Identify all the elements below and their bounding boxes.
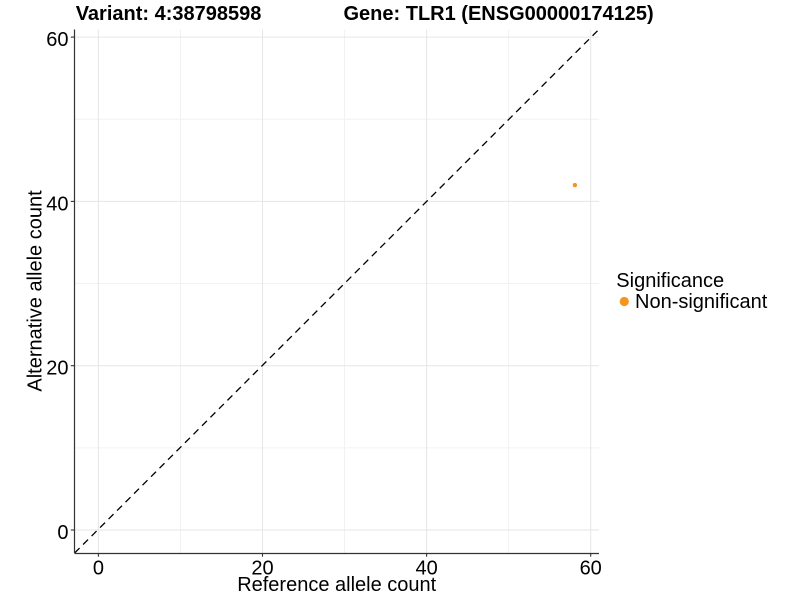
svg-text:Alternative allele count: Alternative allele count xyxy=(25,190,47,392)
svg-text:Variant: 4:38798598: Variant: 4:38798598 xyxy=(76,3,262,25)
svg-text:20: 20 xyxy=(46,358,68,380)
svg-text:Non-significant: Non-significant xyxy=(635,291,768,313)
svg-text:60: 60 xyxy=(46,29,68,51)
svg-text:20: 20 xyxy=(251,557,273,579)
svg-text:40: 40 xyxy=(46,193,68,215)
svg-text:Significance: Significance xyxy=(616,270,724,292)
svg-text:Reference allele count: Reference allele count xyxy=(237,574,436,596)
svg-text:0: 0 xyxy=(57,522,68,544)
svg-text:0: 0 xyxy=(93,557,104,579)
svg-text:60: 60 xyxy=(580,557,602,579)
svg-text:40: 40 xyxy=(415,557,437,579)
svg-text:Gene: TLR1 (ENSG00000174125): Gene: TLR1 (ENSG00000174125) xyxy=(344,3,654,25)
